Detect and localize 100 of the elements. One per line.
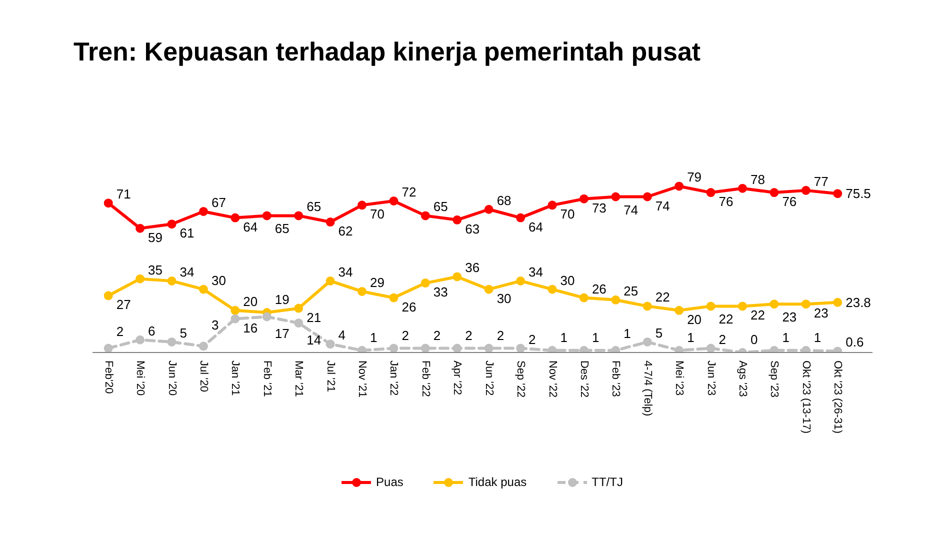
data-label: 34 [338, 264, 353, 280]
data-label: 74 [655, 198, 670, 214]
data-label: 30 [560, 272, 575, 288]
point [389, 344, 398, 352]
point [770, 188, 779, 198]
point [674, 346, 684, 352]
point [262, 312, 272, 322]
x-tick-label: Jun '22 [482, 360, 495, 396]
data-label: 1 [370, 330, 378, 345]
x-tick-label: Jan '22 [388, 360, 400, 396]
point [198, 284, 208, 294]
data-label: 5 [655, 325, 663, 340]
data-label: 14 [306, 332, 322, 348]
data-label: 1 [814, 330, 822, 345]
data-label: 2 [465, 328, 472, 343]
x-tick-label: Des '22 [578, 360, 590, 398]
data-label: 0.6 [846, 334, 864, 350]
data-label: 70 [370, 206, 384, 222]
point [136, 335, 145, 344]
x-tick-label: Nov '21 [356, 360, 368, 398]
point [579, 293, 588, 302]
point [167, 220, 176, 229]
data-label: 4 [338, 328, 346, 343]
data-label: 3 [211, 318, 219, 333]
data-label: 29 [370, 274, 384, 290]
data-label: 77 [814, 174, 828, 189]
data-label: 16 [243, 320, 258, 336]
x-tick-label: Ags '23 [736, 360, 748, 397]
data-label: 20 [687, 312, 702, 327]
point [611, 192, 620, 202]
point [548, 200, 557, 210]
data-label: 19 [274, 292, 290, 308]
data-label: 35 [148, 262, 163, 278]
x-tick-label: Mar '21 [292, 360, 305, 397]
point [294, 211, 304, 220]
data-label: 73 [592, 200, 606, 216]
data-label: 34 [180, 264, 194, 280]
point [389, 196, 398, 206]
data-label: 1 [782, 330, 790, 345]
point [452, 215, 462, 224]
data-label: 27 [116, 297, 131, 312]
x-tick-label: Feb '22 [419, 360, 432, 397]
point [833, 189, 842, 198]
point [706, 188, 716, 198]
data-label: 75.5 [846, 186, 871, 202]
point [484, 284, 494, 294]
x-tick-label: Feb'20 [102, 360, 114, 394]
x-tick-label: Okt '23 (26-31) [832, 360, 844, 434]
data-label: 76 [782, 194, 797, 210]
point [358, 286, 367, 296]
point [548, 346, 557, 352]
point [230, 306, 240, 315]
point [770, 300, 779, 309]
data-label: 21 [306, 310, 322, 325]
x-tick-label: Feb '23 [610, 360, 622, 397]
point [674, 306, 684, 315]
point [611, 295, 620, 304]
point [420, 344, 430, 352]
x-tick-label: Sep '22 [514, 360, 527, 398]
data-label: 34 [528, 264, 544, 280]
data-label: 68 [496, 192, 512, 208]
x-tick-label: Mei '20 [134, 360, 146, 396]
data-label: 6 [148, 323, 156, 338]
data-label: 71 [116, 186, 131, 202]
data-label: 62 [338, 224, 353, 239]
data-label: 2 [433, 328, 441, 343]
data-label: 1 [687, 330, 694, 345]
x-tick-label: Jun '23 [704, 360, 717, 396]
legend-label: Tidak puas [468, 475, 527, 489]
point [548, 284, 557, 294]
point [136, 274, 145, 284]
point [516, 213, 526, 222]
x-tick-label: Feb '21 [260, 360, 273, 397]
point [294, 304, 304, 313]
data-label: 65 [306, 199, 322, 214]
data-label: 5 [180, 325, 188, 340]
point [104, 291, 113, 300]
point [579, 194, 588, 204]
x-tick-label: Jul '21 [324, 360, 336, 392]
data-label: 2 [718, 332, 726, 347]
x-tick-label: Jul '20 [197, 360, 210, 392]
data-label: 1 [592, 330, 600, 345]
data-label: 25 [624, 283, 638, 298]
point [136, 224, 145, 233]
chart-title: Tren: Kepuasan terhadap kinerja pemerintah pusat [74, 36, 701, 66]
data-label: 79 [687, 170, 702, 185]
data-label: 26 [402, 299, 416, 314]
point [326, 218, 335, 226]
point [484, 344, 494, 352]
point [230, 314, 240, 324]
point [674, 182, 684, 191]
data-label: 59 [148, 230, 163, 245]
point [642, 337, 652, 346]
point [262, 211, 272, 220]
point [611, 346, 620, 352]
x-tick-label: Jun '20 [166, 360, 178, 396]
point [358, 200, 367, 210]
data-label: 22 [718, 312, 734, 327]
data-label: 0 [750, 332, 758, 347]
data-label: 67 [211, 194, 226, 210]
